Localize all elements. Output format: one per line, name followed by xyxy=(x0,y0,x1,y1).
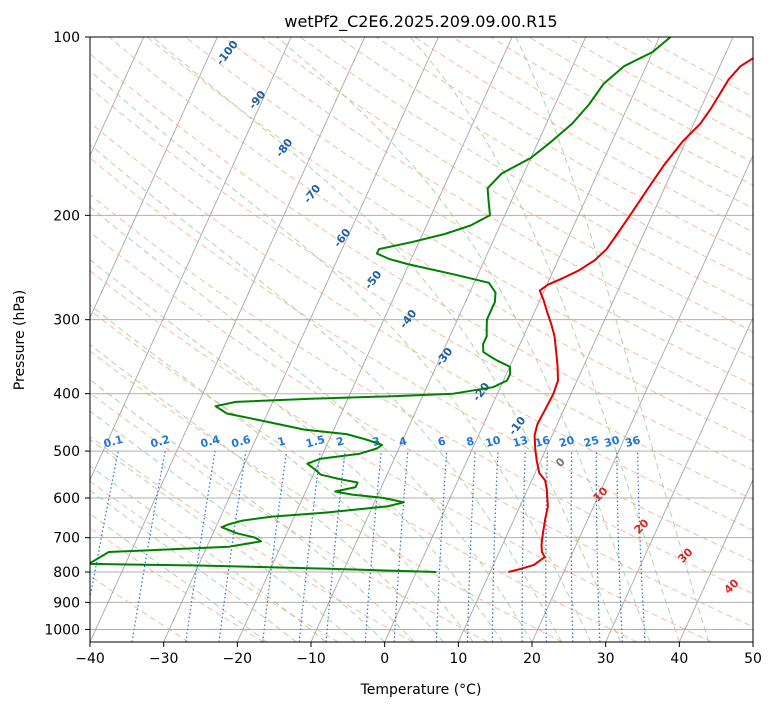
moist-adiabat-line xyxy=(90,513,268,642)
y-tick-label: 800 xyxy=(53,565,80,581)
mixing-ratio-label: 0.2 xyxy=(149,433,171,451)
dewpoint-profile-line xyxy=(90,37,672,573)
isotherm-line xyxy=(90,37,145,157)
isotherm-line xyxy=(531,154,753,642)
x-tick-label: −30 xyxy=(149,651,179,667)
y-tick-label: 200 xyxy=(53,208,80,224)
series-layer xyxy=(90,37,753,573)
chart-title: wetPf2_C2E6.2025.209.09.00.R15 xyxy=(284,12,557,32)
mixing-ratio-label: 6 xyxy=(436,434,447,449)
mixing-ratio-label: 10 xyxy=(484,433,502,450)
isotherm-line xyxy=(678,478,753,642)
mixing-ratio-label: 16 xyxy=(533,433,551,450)
dry-adiabat-line xyxy=(90,193,753,595)
y-tick-label: 600 xyxy=(53,491,80,507)
x-tick-label: −20 xyxy=(223,651,253,667)
isotherm-line xyxy=(752,640,753,642)
mixing-ratio-label: 2 xyxy=(335,434,346,449)
dry-adiabat-line xyxy=(452,37,753,209)
mixing-ratio-label: 0.4 xyxy=(199,433,222,451)
mixing-ratio-label: 13 xyxy=(511,433,529,450)
plot-background xyxy=(90,37,753,642)
moist-adiabat-line xyxy=(90,438,356,642)
dry-adiabat-line xyxy=(90,231,753,628)
x-tick-label: −40 xyxy=(75,651,105,667)
x-tick-label: 20 xyxy=(523,651,541,667)
isotherm-line xyxy=(90,37,218,319)
dry-adiabat-line xyxy=(90,350,563,642)
isotherm-line xyxy=(90,37,366,642)
dry-adiabat-line xyxy=(337,37,753,282)
isotherm-line xyxy=(236,37,513,642)
dry-adiabat-line xyxy=(90,86,753,501)
mixing-ratio-label: 4 xyxy=(398,434,409,449)
x-axis-label: Temperature (°C) xyxy=(360,682,482,698)
mixing-ratio-label: 30 xyxy=(603,433,621,450)
moist-adiabat-line xyxy=(515,37,710,642)
dry-adiabat-line xyxy=(90,309,638,642)
moist-adiabat-line xyxy=(90,143,562,642)
isotherm-line xyxy=(163,37,439,642)
moist-adiabat-line xyxy=(276,37,651,642)
isotherm-line xyxy=(384,37,660,642)
mixing-ratio-line xyxy=(218,451,247,642)
dry-adiabat-line xyxy=(185,37,753,386)
dry-adiabat-line xyxy=(90,52,753,471)
mixing-ratio-label: 0.6 xyxy=(230,433,253,451)
moist-adiabat-line xyxy=(152,37,621,642)
x-tick-label: −10 xyxy=(296,651,326,667)
moist-adiabat-line xyxy=(90,304,474,642)
x-tick-label: 40 xyxy=(670,651,688,667)
temperature-profile-line xyxy=(508,57,753,573)
x-tick-label: 50 xyxy=(744,651,762,667)
y-tick-label: 700 xyxy=(53,531,80,547)
mixing-ratio-label: 3 xyxy=(371,434,382,449)
mixing-ratio-label: 8 xyxy=(465,434,476,449)
moist-adiabat-line xyxy=(90,70,592,642)
x-tick-label: 0 xyxy=(380,651,389,667)
moist-adiabat-line xyxy=(90,258,503,642)
dry-adiabat-line xyxy=(90,480,339,642)
y-tick-label: 300 xyxy=(53,313,80,329)
dry-adiabat-line xyxy=(528,37,753,163)
dry-adiabat-line xyxy=(90,270,712,642)
isotherm-line xyxy=(605,316,753,642)
dry-adiabat-line xyxy=(566,37,753,141)
y-tick-label: 400 xyxy=(53,387,80,403)
mixing-ratio-line xyxy=(325,451,346,642)
plot-frame xyxy=(89,36,754,643)
mixing-ratio-label: 1 xyxy=(276,434,287,449)
x-tick-label: 10 xyxy=(449,651,467,667)
x-tick-label: 30 xyxy=(597,651,615,667)
dry-adiabat-line xyxy=(90,527,264,642)
y-tick-label: 100 xyxy=(53,30,80,46)
axis-layer: −40 −30 −20 −10 0 10 20 30 40 5010020030040050060… xyxy=(44,30,762,667)
mixing-ratio-line xyxy=(364,451,382,642)
dry-adiabat-line xyxy=(147,37,753,414)
y-tick-label: 500 xyxy=(53,444,80,460)
mixing-ratio-label: 20 xyxy=(558,433,576,450)
mixing-ratio-label: 36 xyxy=(624,433,642,450)
isotherm-line xyxy=(90,37,292,481)
mixing-ratio-label: 25 xyxy=(582,433,600,450)
mixing-ratio-line xyxy=(185,450,216,642)
dry-adiabat-line xyxy=(414,37,753,233)
y-tick-label: 1000 xyxy=(44,622,80,638)
dry-adiabat-line xyxy=(376,37,753,257)
isotherm-line xyxy=(0,37,70,642)
mixing-ratio-line xyxy=(262,451,288,642)
mixing-ratio-line xyxy=(298,451,321,642)
dry-adiabat-line xyxy=(490,37,753,186)
y-tick-label: 900 xyxy=(53,595,80,611)
y-axis-label: Pressure (hPa) xyxy=(12,290,28,390)
grid-layer xyxy=(0,37,753,642)
moist-adiabat-line xyxy=(90,410,386,642)
mixing-ratio-label: 0.1 xyxy=(102,433,124,451)
dry-adiabat-line xyxy=(223,37,753,359)
mixing-ratio-label: 1.5 xyxy=(304,433,326,451)
moist-adiabat-line xyxy=(90,205,533,642)
